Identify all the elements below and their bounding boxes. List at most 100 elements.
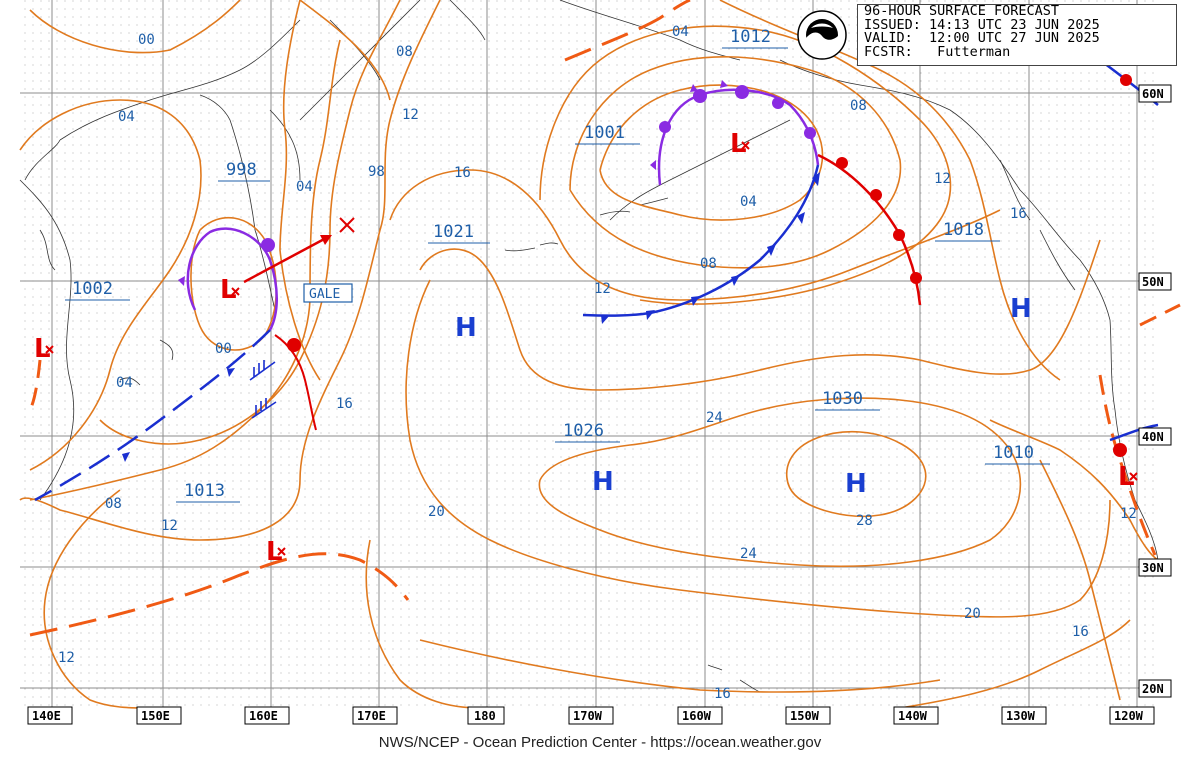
forecast-position-x-icon xyxy=(339,217,355,233)
isobar-label: 20 xyxy=(964,606,981,622)
isobar-label: 16 xyxy=(454,165,471,181)
occluded-front-symbols xyxy=(650,80,816,170)
warm-front-symbol xyxy=(1120,74,1132,86)
pressure-label: 998 xyxy=(226,160,257,180)
longitude-label: 170W xyxy=(573,709,603,723)
header-title: 96-HOUR SURFACE FORECAST xyxy=(864,3,1060,19)
isobar-label: 04 xyxy=(296,179,313,195)
warm-front-symbol xyxy=(287,338,301,352)
high-pressure-centers: H H H H xyxy=(455,294,1032,499)
isobar-label: 16 xyxy=(1072,624,1089,640)
latitude-label: 20N xyxy=(1142,682,1164,696)
occluded-front-symbols xyxy=(178,238,275,286)
trough xyxy=(1098,374,1157,556)
cold-front-symbols xyxy=(601,172,820,324)
longitude-label: 140W xyxy=(898,709,928,723)
pressure-label: 1001 xyxy=(584,123,625,143)
pressure-label: 1018 xyxy=(943,220,984,240)
low-center: L xyxy=(220,275,237,305)
low-x-icon xyxy=(231,287,240,296)
isobar-label: 16 xyxy=(1010,206,1027,222)
warm-front-symbols xyxy=(836,157,922,284)
map-background xyxy=(20,0,1158,708)
isobars xyxy=(19,0,1159,709)
gale-warning-label: GALE xyxy=(309,287,340,302)
footer-credit: NWS/NCEP - Ocean Prediction Center - htt… xyxy=(378,734,822,751)
isobar-label: 12 xyxy=(594,281,611,297)
low-x-icon xyxy=(45,345,54,354)
longitude-label: 160W xyxy=(682,709,712,723)
isobar-label: 24 xyxy=(706,410,723,426)
isobar-label: 12 xyxy=(1120,506,1137,522)
isobar-label: 16 xyxy=(714,686,731,702)
cold-front-symbols xyxy=(122,368,235,462)
pressure-label: 1030 xyxy=(822,389,863,409)
warm-front xyxy=(274,334,317,431)
pressure-label: 1010 xyxy=(993,443,1034,463)
isobar-label: 20 xyxy=(428,504,445,520)
pressure-label: 1012 xyxy=(730,27,771,47)
low-center: L xyxy=(730,129,747,159)
longitude-labels: 140E 150E 160E 170E 180 170W 160W 150W 1… xyxy=(27,706,1155,725)
pressure-label: 1013 xyxy=(184,481,225,501)
trough xyxy=(28,359,42,411)
latitude-label: 50N xyxy=(1142,275,1164,289)
isobar-label: 12 xyxy=(934,171,951,187)
cold-front xyxy=(582,164,820,317)
isobar-label: 04 xyxy=(116,375,133,391)
isobar-label: 00 xyxy=(215,341,232,357)
warm-front-symbol xyxy=(1113,443,1127,457)
isobar-label: 08 xyxy=(396,44,413,60)
occluded-front xyxy=(186,227,278,331)
noaa-logo-icon xyxy=(797,10,847,60)
pressure-label: 1021 xyxy=(433,222,474,242)
isobar-labels: 00 04 08 12 16 98 04 08 12 16 20 24 28 1… xyxy=(58,24,1137,702)
isobar-label: 16 xyxy=(336,396,353,412)
longitude-label: 140E xyxy=(32,709,61,723)
wind-barbs xyxy=(249,360,277,419)
isobar-label: 04 xyxy=(740,194,757,210)
longitude-label: 160E xyxy=(249,709,278,723)
header-valid: VALID: 12:00 UTC 27 JUN 2025 xyxy=(864,30,1100,46)
isobar-label: 12 xyxy=(402,107,419,123)
pressure-label: 1026 xyxy=(563,421,604,441)
pressure-label: 1002 xyxy=(72,279,113,299)
latitude-labels: 60N 50N 40N 30N 20N xyxy=(1138,84,1172,698)
isobar-label: 04 xyxy=(118,109,135,125)
trough xyxy=(29,552,410,637)
isobar-label: 24 xyxy=(740,546,757,562)
latitude-label: 60N xyxy=(1142,87,1164,101)
longitude-label: 120W xyxy=(1114,709,1144,723)
longitude-label: 180 xyxy=(474,709,496,723)
low-motion-arrow xyxy=(243,235,329,284)
isobar-label: 08 xyxy=(105,496,122,512)
header-issued: ISSUED: 14:13 UTC 23 JUN 2025 xyxy=(864,16,1100,33)
low-x-icon xyxy=(277,547,286,556)
arrow-head xyxy=(320,235,332,245)
high-center: H xyxy=(845,469,867,499)
high-center: H xyxy=(455,313,477,343)
graticule xyxy=(20,0,1158,708)
trough xyxy=(564,0,691,62)
warm-front xyxy=(1109,423,1159,442)
longitude-label: 170E xyxy=(357,709,386,723)
isobar-label: 08 xyxy=(700,256,717,272)
low-pressure-centers: L L L L L xyxy=(34,129,1138,567)
header-forecaster: FCSTR: Futterman xyxy=(864,43,1011,60)
isobar-label: 12 xyxy=(161,518,178,534)
cold-front xyxy=(34,329,271,502)
low-center: L xyxy=(34,334,51,364)
high-center: H xyxy=(1010,294,1032,324)
low-center: L xyxy=(266,537,283,567)
forecast-header: 96-HOUR SURFACE FORECAST ISSUED: 14:13 U… xyxy=(857,4,1177,66)
fronts xyxy=(28,0,1181,637)
isobar-label: 12 xyxy=(58,650,75,666)
low-x-icon xyxy=(741,141,750,150)
longitude-label: 150W xyxy=(790,709,820,723)
longitude-label: 130W xyxy=(1006,709,1036,723)
low-x-icon xyxy=(1129,472,1138,481)
isobar-label: 98 xyxy=(368,164,385,180)
pressure-labels: 1021 1026 1030 1018 1010 998 1001 1002 1… xyxy=(65,27,1050,503)
low-center: L xyxy=(1118,462,1135,492)
